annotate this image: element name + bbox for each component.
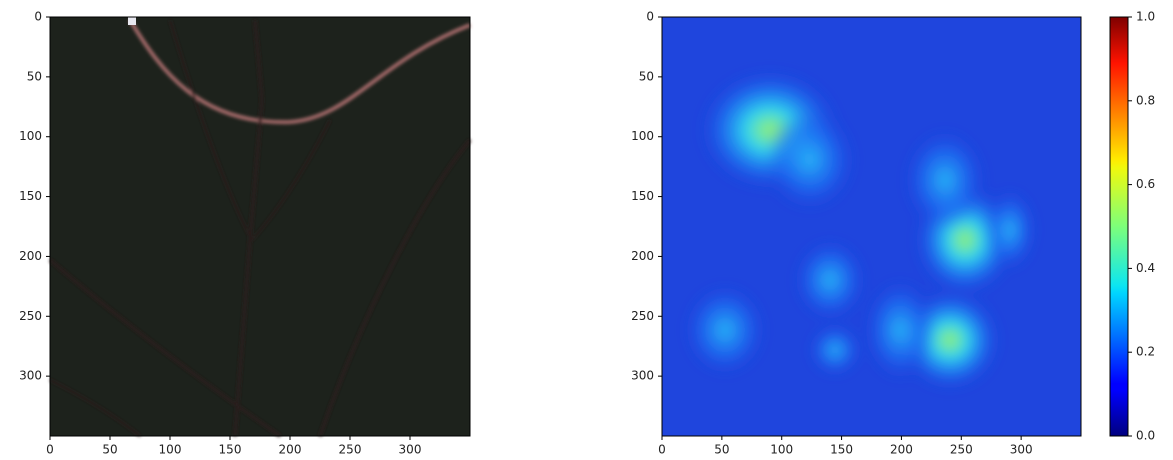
y-tick-label: 100 (631, 129, 654, 143)
colorbar-tick-label: 0.0 (1136, 429, 1155, 443)
y-tick-label: 200 (19, 249, 42, 263)
y-tick-label: 300 (631, 369, 654, 383)
y-tick-label: 300 (19, 369, 42, 383)
colorbar-tick-label: 0.4 (1136, 261, 1155, 275)
colorbar-tick-label: 0.2 (1136, 345, 1155, 359)
x-tick-label: 250 (339, 443, 362, 457)
x-tick-label: 100 (159, 443, 182, 457)
x-tick-label: 0 (658, 443, 666, 457)
y-tick-label: 150 (631, 189, 654, 203)
y-tick-label: 50 (639, 69, 654, 83)
y-tick-label: 0 (646, 10, 654, 24)
axes-frame (661, 16, 1082, 437)
x-tick-label: 200 (279, 443, 302, 457)
x-tick-label: 200 (890, 443, 913, 457)
x-tick-label: 50 (714, 443, 729, 457)
colorbar-tick-label: 0.8 (1136, 93, 1155, 107)
axes-frame (49, 16, 471, 437)
satellite-image (49, 17, 472, 438)
x-tick-label: 100 (770, 443, 793, 457)
x-tick-label: 0 (46, 443, 54, 457)
y-tick-label: 100 (19, 129, 42, 143)
colorbar-tick-label: 1.0 (1136, 10, 1155, 24)
x-tick-label: 150 (830, 443, 853, 457)
y-tick-label: 250 (19, 309, 42, 323)
x-tick-label: 300 (1010, 443, 1033, 457)
colorbar (1109, 16, 1129, 437)
x-tick-label: 300 (399, 443, 422, 457)
y-tick-label: 50 (27, 69, 42, 83)
y-tick-label: 0 (34, 10, 42, 24)
x-tick-label: 250 (950, 443, 973, 457)
x-tick-label: 50 (102, 443, 117, 457)
heatmap-image (662, 17, 1081, 436)
y-tick-label: 200 (631, 249, 654, 263)
colorbar-tick-label: 0.6 (1136, 177, 1155, 191)
x-tick-label: 150 (219, 443, 242, 457)
y-tick-label: 150 (19, 189, 42, 203)
y-tick-label: 250 (631, 309, 654, 323)
